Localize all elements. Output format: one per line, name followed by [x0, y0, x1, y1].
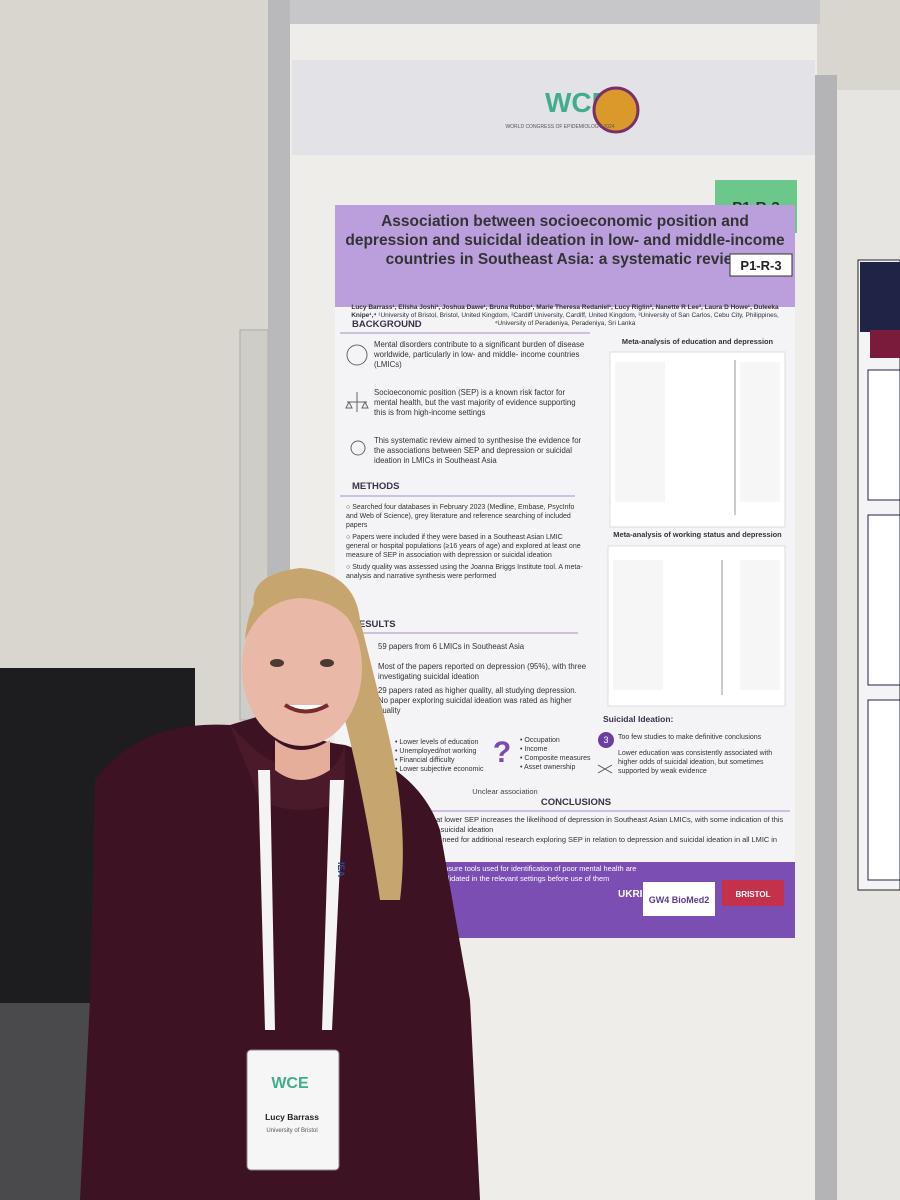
unclear-text: Occupation: [524, 737, 560, 744]
section-heading: METHODS: [352, 481, 400, 492]
frame-post: [815, 75, 837, 1200]
icon: [346, 344, 368, 366]
frame-top: [290, 0, 820, 24]
lanyard-text: IEA: [336, 862, 346, 878]
badge-logo: WCE: [271, 1075, 309, 1092]
eye: [320, 659, 334, 667]
next-poster-header: [860, 262, 900, 332]
background-item: Mental disorders contribute to a signifi…: [374, 340, 585, 369]
plot-title: Meta-analysis of education and depressio…: [621, 337, 774, 346]
depression-text: Lower levels of education: [399, 739, 479, 746]
footer-logo-bg: [643, 882, 715, 916]
next-poster-band: [870, 330, 900, 358]
depression-item: • Financial difficulty: [395, 757, 455, 764]
icon: [345, 392, 369, 412]
results-item: 29 papers rated as higher quality, all s…: [378, 686, 577, 715]
poster-title: Association between socioeconomic positi…: [345, 213, 785, 268]
background-item: This systematic review aimed to synthesi…: [374, 436, 582, 465]
unclear-label: Unclear association: [472, 787, 537, 796]
conclusion-item: ensure tools used for identification of …: [440, 864, 637, 883]
neck: [275, 740, 330, 780]
unclear-item: • Composite measures: [520, 755, 591, 762]
results-item: 59 papers from 6 LMICs in Southeast Asia: [378, 642, 525, 651]
depression-text: Unemployed/not working: [399, 748, 477, 755]
background-list: Mental disorders contribute to a signifi…: [374, 340, 589, 466]
poster-id: P1-R-3: [740, 258, 781, 273]
footer-logo-bg: [722, 880, 784, 906]
badge-name: Lucy Barrass: [265, 1112, 319, 1122]
next-poster-box: [867, 699, 900, 881]
footer-logo: UKRI: [618, 889, 643, 900]
icon: [350, 440, 366, 456]
suicidal-item: Lower education was consistently associa…: [618, 750, 773, 775]
affiliations: ¹University of Bristol, Bristol, United …: [378, 312, 779, 327]
depression-item: • Lower levels of education: [395, 739, 479, 746]
study-labels: [613, 560, 663, 690]
question-icon: ?: [493, 736, 511, 769]
poster-id-bg: [729, 253, 793, 277]
unclear-item: • Asset ownership: [520, 764, 576, 771]
title-band: [335, 205, 795, 307]
suicidal-item: Too few studies to make definitive concl…: [618, 734, 762, 741]
depression-item: • Lower subjective economic: [395, 766, 484, 773]
smile: [283, 703, 329, 714]
study-labels: [615, 362, 665, 502]
forest-plot: [609, 351, 786, 528]
depression-text: Lower subjective economic: [399, 766, 484, 773]
face: [242, 590, 362, 746]
plot-title: Meta-analysis of working status and depr…: [613, 530, 782, 539]
unclear-list: • Occupation • Income • Composite measur…: [520, 736, 610, 772]
conclusions-list: that lower SEP increases the likelihood …: [430, 815, 790, 845]
eye: [270, 659, 284, 667]
suicidal-heading: Suicidal Ideation:: [603, 714, 674, 724]
section-heading: RESULTS: [352, 619, 396, 630]
methods-text: Study quality was assessed using the Joa…: [346, 564, 583, 580]
methods-list: ○ Searched four databases in February 20…: [346, 503, 586, 581]
conclusion-item: the need for additional research explori…: [430, 835, 778, 844]
methods-item: ○ Searched four databases in February 20…: [346, 504, 575, 529]
section-heading: BACKGROUND: [352, 319, 422, 330]
background-item: Socioeconomic position (SEP) is a known …: [374, 388, 576, 417]
section-heading: CONCLUSIONS: [541, 797, 611, 808]
logo-emblem: [592, 86, 640, 134]
suicidal-list: Too few studies to make definitive concl…: [618, 733, 790, 776]
unclear-text: Asset ownership: [524, 764, 576, 771]
estimates: [740, 560, 780, 690]
unclear-text: Income: [524, 746, 548, 753]
methods-text: Papers were included if they were based …: [346, 534, 581, 559]
footer-logo: BRISTOL: [736, 890, 771, 899]
methods-item: ○ Study quality was assessed using the J…: [346, 564, 583, 580]
icon-number: 3: [603, 735, 608, 745]
results-list: 59 papers from 6 LMICs in Southeast Asia…: [378, 642, 588, 716]
forest-plot: [607, 545, 786, 707]
lanyard: [258, 770, 275, 1030]
badge-affiliation: University of Bristol: [266, 1128, 317, 1134]
next-poster-box: [867, 369, 900, 501]
lanyard: [322, 780, 344, 1030]
icon: [598, 732, 614, 748]
conclusion-item: that lower SEP increases the likelihood …: [430, 815, 784, 834]
methods-item: ○ Papers were included if they were base…: [346, 534, 581, 559]
board-header: [292, 60, 815, 155]
unclear-item: • Occupation: [520, 737, 560, 744]
unclear-item: • Income: [520, 746, 548, 753]
unclear-text: Composite measures: [524, 755, 591, 762]
plot-rows: [615, 362, 780, 502]
badge: [246, 1049, 340, 1171]
depression-item: • Unemployed/not working: [395, 748, 477, 755]
logo-subtitle: WORLD CONGRESS OF EPIDEMIOLOGY 2024: [505, 124, 614, 130]
methods-text: Searched four databases in February 2023…: [346, 504, 575, 529]
depression-list: • Lower levels of education • Unemployed…: [395, 738, 505, 774]
results-item: Most of the papers reported on depressio…: [378, 662, 587, 681]
hair-top: [245, 575, 362, 640]
authors: Lucy Barrass¹, Elisha Joshi¹, Joshua Daw…: [340, 304, 790, 328]
author-names: Lucy Barrass¹, Elisha Joshi¹, Joshua Daw…: [351, 304, 779, 319]
depression-text: Financial difficulty: [399, 757, 455, 764]
footer-logo: GW4 BioMed2: [649, 895, 710, 905]
next-poster-box: [867, 514, 900, 686]
icon: [597, 764, 613, 774]
estimates: [740, 362, 780, 502]
